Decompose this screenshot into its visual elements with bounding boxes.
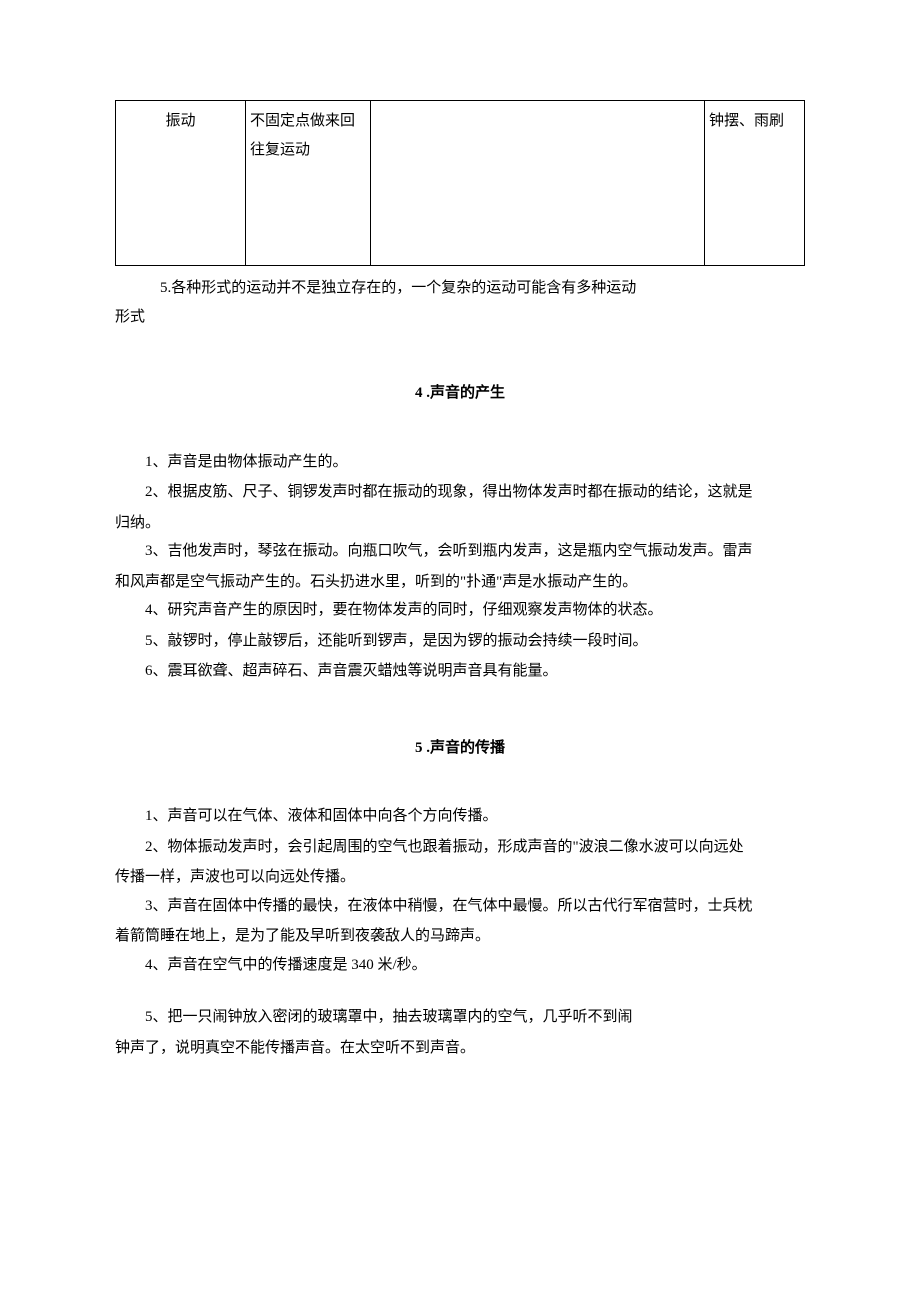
section-4-title: 4 .声音的产生	[115, 379, 805, 408]
s5-p3: 3、声音在固体中传播的最快，在液体中稍慢，在气体中最慢。所以古代行军宿营时，士兵…	[115, 892, 805, 921]
cell-description: 不固定点做来回往复运动	[246, 101, 371, 266]
s5-p2-cont: 传播一样，声波也可以向远处传播。	[115, 863, 805, 892]
cell-motion-type: 振动	[116, 101, 246, 266]
motion-types-table: 振动 不固定点做来回往复运动 钟摆、雨刷	[115, 100, 805, 266]
s4-p4: 4、研究声音产生的原因时，要在物体发声的同时，仔细观察发声物体的状态。	[115, 596, 805, 625]
section-5-title: 5 .声音的传播	[115, 734, 805, 763]
s4-p3-cont: 和风声都是空气振动产生的。石头扔进水里，听到的"扑通"声是水振动产生的。	[115, 568, 805, 597]
s5-p2: 2、物体振动发声时，会引起周围的空气也跟着振动，形成声音的"波浪二像水波可以向远…	[115, 833, 805, 862]
s4-p5: 5、敲锣时，停止敲锣后，还能听到锣声，是因为锣的振动会持续一段时间。	[115, 627, 805, 656]
s4-p6: 6、震耳欲聋、超声碎石、声音震灭蜡烛等说明声音具有能量。	[115, 657, 805, 686]
s5-p3-cont: 着箭筒睡在地上，是为了能及早听到夜袭敌人的马蹄声。	[115, 922, 805, 951]
table-footnote-cont: 形式	[115, 303, 805, 332]
s5-p1: 1、声音可以在气体、液体和固体中向各个方向传播。	[115, 802, 805, 831]
cell-empty	[371, 101, 705, 266]
table-row: 振动 不固定点做来回往复运动 钟摆、雨刷	[116, 101, 805, 266]
s5-p4: 4、声音在空气中的传播速度是 340 米/秒。	[115, 951, 805, 980]
s4-p1: 1、声音是由物体振动产生的。	[115, 448, 805, 477]
s4-p2: 2、根据皮筋、尺子、铜锣发声时都在振动的现象，得出物体发声时都在振动的结论，这就…	[115, 478, 805, 507]
s5-p5: 5、把一只闹钟放入密闭的玻璃罩中，抽去玻璃罩内的空气，几乎听不到闹	[115, 1003, 805, 1032]
s4-p3: 3、吉他发声时，琴弦在振动。向瓶口吹气，会听到瓶内发声，这是瓶内空气振动发声。雷…	[115, 537, 805, 566]
s4-p2-cont: 归纳。	[115, 509, 805, 538]
s5-p5-cont: 钟声了，说明真空不能传播声音。在太空听不到声音。	[115, 1034, 805, 1063]
table-footnote: 5.各种形式的运动并不是独立存在的，一个复杂的运动可能含有多种运动	[115, 274, 805, 303]
cell-examples: 钟摆、雨刷	[705, 101, 805, 266]
